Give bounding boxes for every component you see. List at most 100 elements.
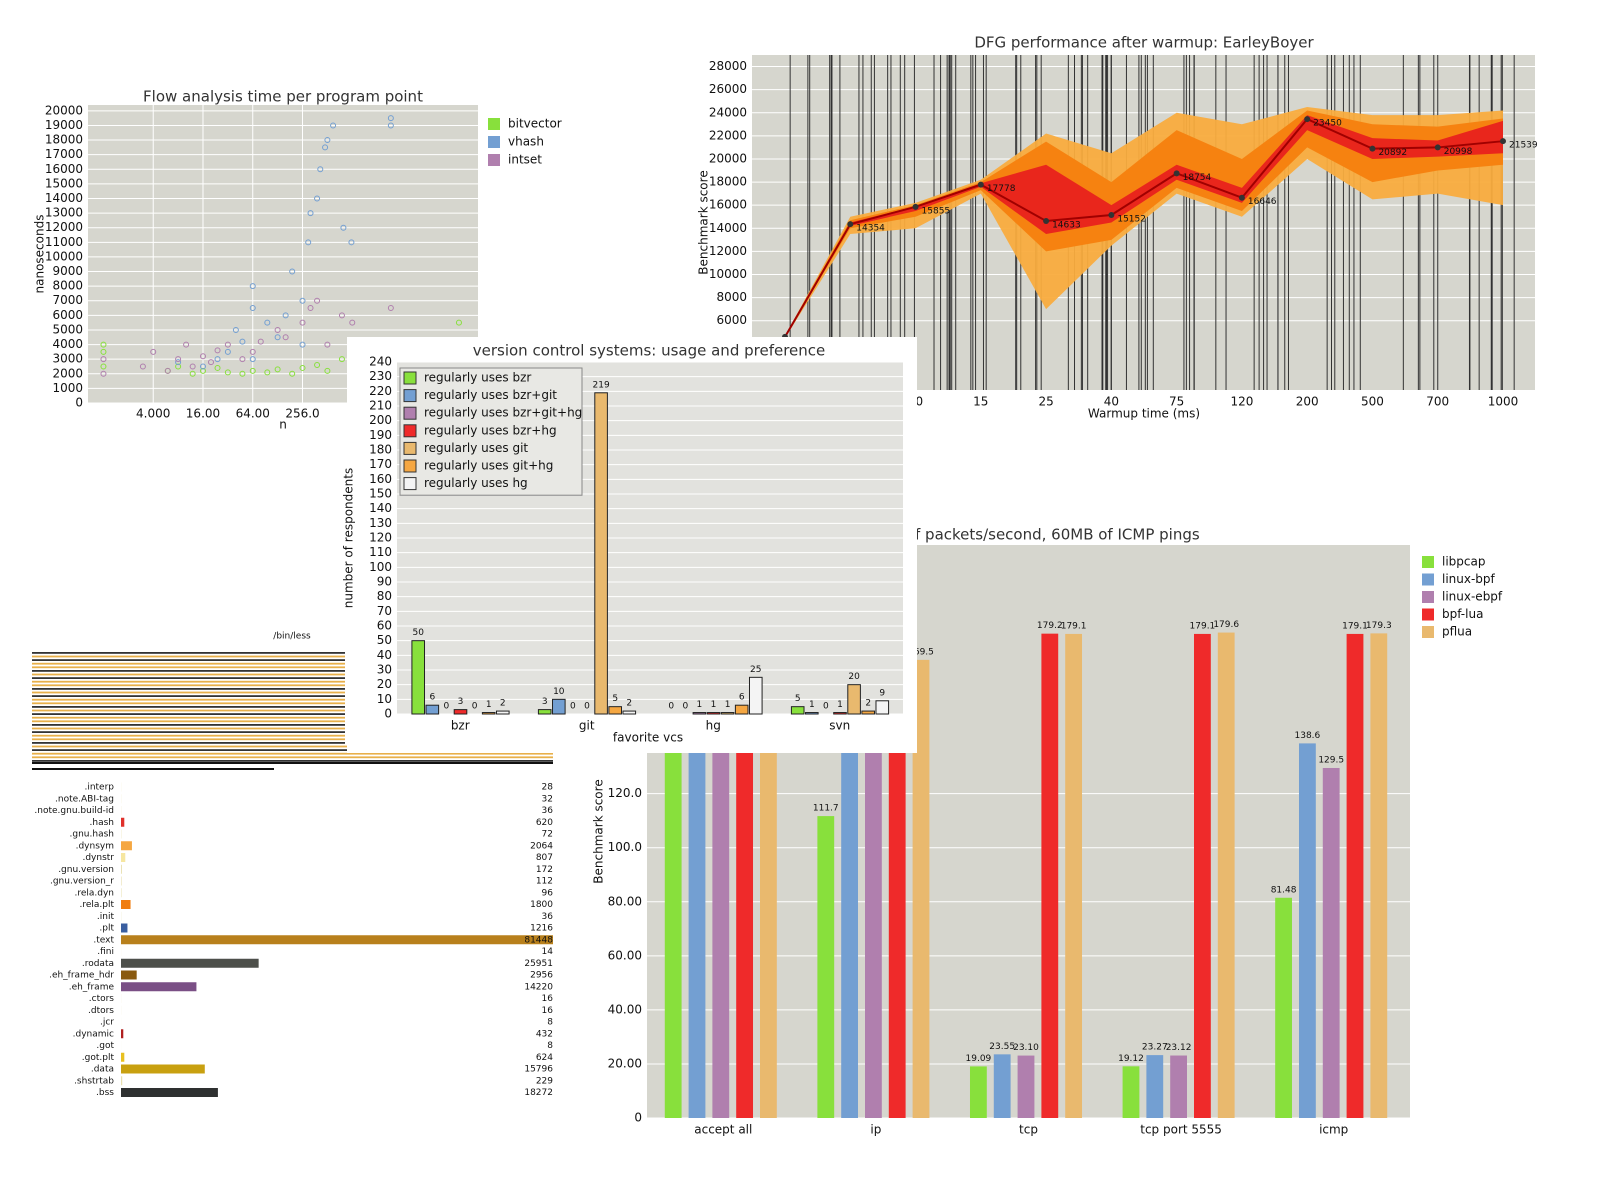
legend-label: vhash [508, 135, 544, 149]
x-tick-label: 15 [973, 395, 988, 409]
bar [1298, 743, 1316, 1118]
y-tick-label: 210 [369, 399, 392, 413]
map-stripe [32, 652, 345, 654]
value-label: 1216 [530, 924, 553, 934]
y-tick-label: 20000 [709, 151, 747, 165]
bar [121, 970, 137, 980]
y-tick-label: 10 [377, 692, 392, 706]
y-tick-label: 26000 [709, 82, 747, 96]
section-name: .plt [99, 924, 114, 934]
y-tick-label: 80 [377, 589, 392, 603]
bar [912, 659, 930, 1118]
point [299, 341, 306, 348]
value-label: 179.1 [1190, 621, 1216, 631]
y-tick-label: 60 [377, 619, 392, 633]
y-tick-label: 3000 [52, 352, 83, 366]
point [224, 348, 231, 355]
x-tick-label: ip [870, 1123, 881, 1137]
y-axis-label: number of respondents [342, 468, 356, 608]
point [289, 370, 296, 377]
y-tick-label: 80.00 [608, 894, 642, 908]
point [299, 297, 306, 304]
point [257, 338, 264, 345]
legend-label: linux-bpf [1442, 572, 1496, 586]
point [249, 348, 256, 355]
map-stripe [32, 706, 345, 708]
map-stripe [32, 756, 553, 759]
point [100, 363, 107, 370]
value-label: 0 [472, 702, 478, 712]
y-tick-label: 100.0 [608, 840, 642, 854]
point [175, 356, 182, 363]
map-stripe [32, 688, 345, 690]
bar [121, 982, 197, 992]
x-axis-label: n [279, 418, 287, 432]
section-name: .init [97, 912, 115, 922]
bar [805, 712, 819, 715]
section-name: .rela.dyn [74, 888, 114, 898]
bar [664, 712, 682, 1118]
value-label: 5 [795, 694, 801, 704]
bar [720, 712, 735, 715]
section-name: .gnu.hash [70, 830, 114, 840]
map-stripe [32, 734, 345, 737]
map-stripe [32, 673, 345, 676]
point [322, 144, 329, 151]
y-tick-label: 8000 [716, 290, 747, 304]
legend-label: regularly uses bzr+git [424, 388, 557, 402]
point [199, 353, 206, 360]
map-stripe [32, 731, 345, 733]
point [139, 363, 146, 370]
legend-label: intset [508, 153, 542, 167]
y-tick-label: 20.00 [608, 1056, 642, 1070]
map-stripe [32, 680, 345, 683]
point [249, 356, 256, 363]
x-tick-label: bzr [451, 719, 470, 733]
value-label: 23.12 [1166, 1043, 1192, 1053]
point [239, 370, 246, 377]
value-label: 1 [697, 700, 703, 710]
band [785, 110, 1503, 338]
value-label: 1 [837, 700, 843, 710]
value-label: 20998 [1444, 147, 1473, 157]
bar [411, 640, 426, 715]
map-stripe [32, 713, 345, 715]
point [387, 115, 394, 122]
median-point [1500, 138, 1506, 145]
y-tick-label: 15000 [45, 176, 83, 190]
legend-swatch [403, 389, 417, 403]
y-tick-label: 6000 [52, 308, 83, 322]
x-tick-label: 120 [1230, 395, 1253, 409]
map-stripe [32, 698, 345, 701]
x-tick-label: 40 [1104, 395, 1119, 409]
x-axis-label: Warmup time (ms) [1088, 407, 1200, 421]
value-label: 3 [542, 697, 548, 707]
value-label: 6 [739, 693, 745, 703]
value-label: 1 [725, 700, 731, 710]
point [214, 347, 221, 354]
map-stripe [32, 709, 345, 712]
point [455, 319, 462, 326]
chart-title: DFG performance after warmup: EarleyBoye… [974, 34, 1314, 52]
value-label: 72 [542, 830, 553, 840]
bar [847, 684, 861, 715]
y-tick-label: 18000 [709, 175, 747, 189]
y-tick-label: 120 [369, 531, 392, 545]
point [100, 370, 107, 377]
point [249, 367, 256, 374]
point [175, 359, 182, 366]
x-tick-label: 25 [1038, 395, 1053, 409]
bar [121, 958, 259, 968]
bar [748, 676, 763, 715]
point [100, 348, 107, 355]
y-tick-label: 180 [369, 443, 392, 457]
legend-label: regularly uses git [424, 441, 528, 455]
map-stripe [32, 745, 553, 748]
section-name: .interp [84, 783, 114, 793]
legend-label: libpcap [1442, 555, 1485, 569]
y-tick-label: 14000 [45, 191, 83, 205]
point [274, 366, 281, 373]
bar [121, 900, 131, 909]
value-label: 0 [823, 702, 829, 712]
value-label: 0 [584, 702, 590, 712]
